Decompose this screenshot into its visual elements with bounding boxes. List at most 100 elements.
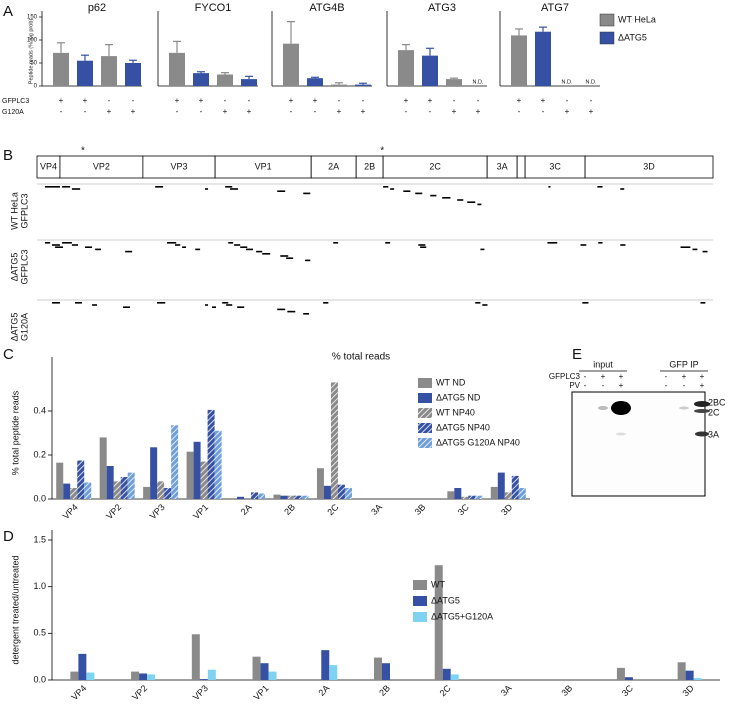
lane-sign: - xyxy=(683,381,686,390)
condition-sign: - xyxy=(248,96,251,105)
bar xyxy=(260,663,269,680)
value-label: N.D. xyxy=(473,79,484,85)
bar xyxy=(53,52,69,86)
bar xyxy=(251,492,259,499)
legend-swatch xyxy=(413,596,427,606)
lane-sign: - xyxy=(584,372,587,381)
x-tick-label: 3D xyxy=(681,683,697,699)
bar xyxy=(447,491,455,499)
condition-sign: + xyxy=(476,107,481,116)
subplot-title: p62 xyxy=(88,2,106,14)
condition-sign: - xyxy=(338,96,341,105)
segment-label: VP4 xyxy=(40,161,57,171)
condition-sign: - xyxy=(176,107,179,116)
y-tick-label: 0.0 xyxy=(33,674,46,684)
bar xyxy=(78,653,87,680)
condition-sign: + xyxy=(541,96,546,105)
x-tick-label: 3C xyxy=(456,502,472,518)
peptide xyxy=(205,304,209,306)
bar xyxy=(77,60,93,86)
genome-segment xyxy=(516,155,526,179)
bar xyxy=(169,52,185,86)
segment-label: 3C xyxy=(549,161,561,171)
legend-swatch xyxy=(599,31,615,45)
x-tick-label: 3B xyxy=(413,502,428,517)
bar xyxy=(86,672,95,680)
bar xyxy=(504,492,512,499)
lane-sign: - xyxy=(584,381,587,390)
peptide xyxy=(195,248,201,251)
bar xyxy=(475,495,483,499)
peptide xyxy=(85,246,93,248)
genome-segment xyxy=(584,155,714,179)
bar xyxy=(237,496,245,499)
bar xyxy=(624,677,633,680)
peptide xyxy=(418,244,426,246)
x-tick-label: 2B xyxy=(377,683,392,698)
bar xyxy=(273,494,281,499)
y-tick-label: 50 xyxy=(30,61,37,67)
bar xyxy=(442,668,451,680)
band xyxy=(694,401,710,407)
segment-label: VP2 xyxy=(93,161,110,171)
condition-sign: + xyxy=(428,96,433,105)
peptide xyxy=(548,186,551,188)
y-tick-label: 1.5 xyxy=(33,534,46,544)
bar xyxy=(374,657,382,680)
group-label: GFP IP xyxy=(669,359,698,369)
peptide xyxy=(230,188,239,190)
bar xyxy=(329,665,338,680)
peptide xyxy=(95,248,101,251)
peptide xyxy=(305,259,311,262)
peptide xyxy=(212,306,217,308)
condition-sign: - xyxy=(200,107,203,116)
lane-sign: + xyxy=(700,372,705,381)
y-tick-label: 150 xyxy=(27,15,38,21)
peptide xyxy=(480,248,485,251)
x-tick-label: VP4 xyxy=(69,683,88,702)
y-tick-label: 0.0 xyxy=(33,493,46,503)
band xyxy=(694,409,710,413)
bar xyxy=(127,472,135,499)
x-tick-label: VP2 xyxy=(130,683,149,702)
bar xyxy=(171,425,179,499)
bar xyxy=(207,669,216,680)
bar xyxy=(511,35,527,86)
segment-label: 2B xyxy=(364,161,375,171)
chart-title: % total reads xyxy=(332,352,390,363)
x-tick-label: 2C xyxy=(325,502,341,518)
peptide xyxy=(237,306,245,308)
peptide xyxy=(286,257,294,259)
subplot-title: ATG4B xyxy=(309,2,344,14)
legend-label: ΔATG5 xyxy=(431,595,460,605)
peptide xyxy=(477,203,482,206)
x-tick-label: VP1 xyxy=(191,502,210,521)
peptide xyxy=(262,253,271,255)
lane-sign: - xyxy=(602,381,605,390)
condition-sign: - xyxy=(542,107,545,116)
condition-sign: - xyxy=(132,96,135,105)
bar xyxy=(434,565,443,680)
bar xyxy=(280,495,288,499)
bar xyxy=(199,679,208,680)
panel-label: D xyxy=(3,528,14,545)
legend-label: ΔATG5 NP40 xyxy=(436,422,490,432)
bar xyxy=(139,673,148,680)
bar xyxy=(258,493,266,499)
peptide xyxy=(702,250,708,253)
band-label: 2C xyxy=(708,407,720,417)
condition-sign: + xyxy=(337,107,342,116)
peptide xyxy=(246,248,254,251)
peptide xyxy=(156,302,166,304)
segment-label: 3A xyxy=(497,161,508,171)
bar xyxy=(693,678,702,680)
bar xyxy=(200,461,208,499)
peptide xyxy=(385,242,391,244)
y-axis-label: Peptide reads (% log prob) xyxy=(28,19,34,85)
bar xyxy=(207,409,215,499)
peptide xyxy=(547,242,558,244)
x-tick-label: 3A xyxy=(499,683,514,698)
segment-label: 2C xyxy=(429,161,441,171)
